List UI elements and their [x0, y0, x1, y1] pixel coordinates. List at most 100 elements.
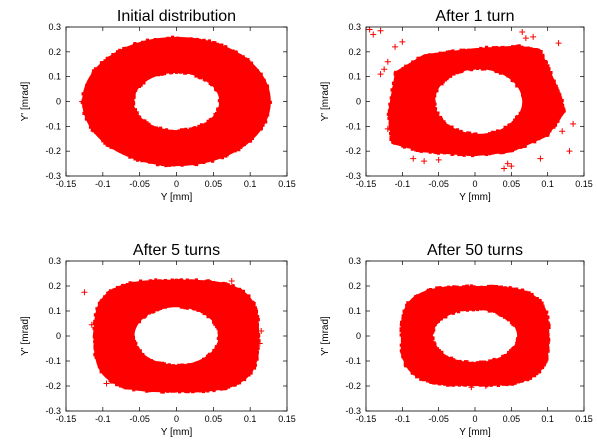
y-tick-label: 0.1 — [48, 306, 61, 316]
outlier-point — [530, 33, 537, 40]
distribution-ring — [82, 36, 271, 167]
scatter-points — [399, 284, 551, 391]
outlier-point — [217, 383, 224, 389]
outlier-point — [544, 321, 551, 328]
chart-title: Initial distribution — [117, 8, 236, 25]
y-tick-label: -0.1 — [345, 121, 361, 131]
x-tick-label: 0 — [174, 179, 179, 189]
x-tick-label: 0.05 — [503, 414, 521, 424]
panel-after-5-turns: After 5 turns -0.15 -0.1 -0.05 0 0.05 0.1 0.15 -… — [20, 242, 296, 438]
distribution-ring — [94, 279, 259, 393]
x-tick-label: 0.1 — [244, 179, 257, 189]
y-tick-label: 0.2 — [348, 281, 361, 291]
x-tick-label: 0.1 — [244, 414, 257, 424]
panel-after-50-turns: After 50 turns -0.15 -0.1 -0.05 0 0.05 0.1 0.15… — [320, 242, 593, 438]
y-tick-label: -0.3 — [345, 171, 361, 181]
x-tick-label: -0.15 — [56, 179, 77, 189]
outlier-point — [522, 35, 529, 42]
x-tick-label: -0.1 — [95, 179, 111, 189]
outlier-point — [541, 333, 548, 339]
y-tick-label: 0.3 — [348, 22, 361, 32]
y-tick-label: 0 — [56, 97, 61, 107]
chart-title: After 50 turns — [427, 242, 523, 259]
x-axis-label: Y [mm] — [161, 192, 193, 203]
outlier-point — [519, 28, 526, 35]
outlier-point — [555, 40, 562, 47]
y-tick-label: 0 — [356, 331, 361, 341]
outlier-point — [399, 38, 406, 45]
y-tick-label: -0.2 — [345, 381, 361, 391]
outlier-point — [402, 333, 409, 339]
y-tick-label: -0.1 — [45, 356, 61, 366]
outlier-point — [468, 384, 475, 391]
chart-title: After 5 turns — [133, 242, 220, 259]
outlier-point — [435, 156, 442, 163]
y-axis-label: Y' [mrad] — [20, 81, 31, 121]
x-tick-label: 0 — [472, 414, 477, 424]
outlier-point — [410, 155, 417, 162]
outlier-point — [225, 283, 232, 289]
x-tick-label: -0.15 — [356, 414, 377, 424]
panel-after-1-turn: After 1 turn -0.15 -0.1 -0.05 0 0.05 0.1 0.15 -0… — [320, 8, 593, 203]
outlier-point — [88, 321, 95, 328]
x-tick-label: 0.15 — [575, 414, 593, 424]
outlier-point — [384, 125, 391, 132]
x-tick-label: 0.1 — [541, 179, 554, 189]
scatter-points — [81, 278, 265, 394]
y-tick-label: 0.3 — [348, 256, 361, 266]
x-axis-label: Y [mm] — [459, 427, 491, 438]
y-axis-label: Y' [mrad] — [20, 316, 31, 356]
y-tick-label: -0.3 — [45, 171, 61, 181]
x-tick-label: -0.1 — [395, 179, 411, 189]
outlier-point — [508, 163, 515, 170]
y-tick-label: -0.3 — [345, 406, 361, 416]
y-tick-label: 0 — [56, 331, 61, 341]
y-tick-label: 0.2 — [348, 47, 361, 57]
chart-title: After 1 turn — [435, 8, 514, 25]
outlier-point — [228, 278, 235, 284]
y-tick-label: 0 — [356, 97, 361, 107]
outlier-point — [559, 128, 566, 135]
distribution-ring — [400, 286, 550, 386]
x-tick-label: -0.1 — [395, 414, 411, 424]
y-tick-label: -0.1 — [45, 121, 61, 131]
y-tick-label: 0.1 — [348, 72, 361, 82]
outlier-point — [381, 66, 388, 73]
outlier-point — [392, 43, 399, 50]
x-tick-label: 0.15 — [575, 179, 593, 189]
y-tick-label: -0.3 — [45, 406, 61, 416]
y-tick-label: 0.3 — [48, 22, 61, 32]
x-tick-label: -0.15 — [56, 414, 77, 424]
outlier-point — [366, 26, 373, 33]
outlier-point — [92, 98, 99, 105]
outlier-point — [377, 71, 384, 78]
y-axis-label: Y' [mrad] — [320, 81, 331, 121]
x-tick-label: 0.05 — [205, 414, 223, 424]
y-tick-label: 0.2 — [48, 47, 61, 57]
x-tick-label: 0.15 — [278, 414, 296, 424]
outlier-point — [258, 328, 265, 334]
plot-frame — [365, 260, 585, 412]
y-tick-label: -0.2 — [45, 381, 61, 391]
x-tick-label: 0 — [472, 179, 477, 189]
y-tick-label: 0.1 — [48, 72, 61, 82]
panel-initial-distribution: Initial distribution -0.15 -0.1 -0.05 0 0.05 0… — [20, 8, 296, 203]
x-tick-label: 0.1 — [541, 414, 554, 424]
x-tick-label: 0 — [174, 414, 179, 424]
outlier-point — [103, 380, 110, 387]
outlier-point — [110, 370, 117, 377]
x-tick-label: 0.05 — [205, 179, 223, 189]
x-tick-label: -0.15 — [356, 179, 377, 189]
x-tick-label: 0.15 — [278, 179, 296, 189]
y-tick-label: 0.2 — [48, 281, 61, 291]
scatter-points — [79, 35, 272, 168]
y-tick-label: 0.3 — [48, 256, 61, 266]
y-tick-label: -0.2 — [45, 146, 61, 156]
outlier-point — [377, 27, 384, 34]
outlier-point — [566, 148, 573, 155]
x-axis-label: Y [mm] — [161, 427, 193, 438]
x-tick-label: -0.05 — [428, 414, 449, 424]
outlier-point — [570, 120, 577, 127]
outlier-point — [370, 31, 377, 38]
